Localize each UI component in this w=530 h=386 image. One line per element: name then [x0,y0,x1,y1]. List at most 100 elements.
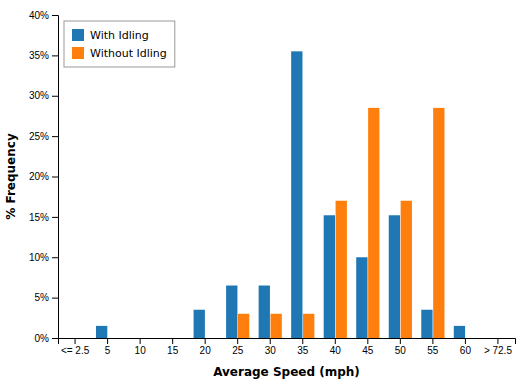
x-tick-mark [75,338,76,344]
bar [96,326,107,338]
y-tick-mark [52,55,58,56]
x-tick-label: 25 [232,345,244,356]
bar [194,310,205,338]
y-tick-mark [52,257,58,258]
bar [226,286,237,338]
x-axis-line [59,339,516,345]
x-tick-mark [107,338,108,344]
y-tick: 25% [29,131,58,142]
bar [205,338,216,339]
bar [303,314,314,338]
bar [356,257,367,338]
bar [324,215,335,338]
x-tick: 45 [362,338,374,356]
x-tick: 40 [330,338,342,356]
plot: <= 2.551015202530354045505560> 72.50%5%1… [29,10,516,356]
x-tick-label: 15 [167,345,179,356]
y-tick: 35% [29,50,58,61]
y-tick-label: 20% [29,171,49,182]
y-tick-label: 40% [29,10,49,21]
x-tick: 5 [105,338,111,356]
x-tick: 30 [265,338,277,356]
x-tick-label: <= 2.5 [61,345,90,356]
y-tick: 10% [29,252,58,263]
bar [389,215,400,338]
y-tick-mark [52,96,58,97]
x-tick: 60 [460,338,472,356]
x-tick: 25 [232,338,244,356]
bar [401,201,412,338]
x-tick-label: 60 [460,345,472,356]
x-tick: 20 [200,338,212,356]
legend-frame [64,21,175,67]
bar [161,338,172,339]
bar [108,338,119,339]
bar-series [96,51,465,338]
x-tick-mark [432,338,433,344]
bar [129,338,140,339]
bar [291,51,302,338]
bar [173,338,184,339]
legend-label: Without Idling [90,47,167,60]
legend-item: With Idling [72,29,149,42]
y-tick: 0% [35,333,58,344]
x-tick-label: 5 [105,345,111,356]
y-tick-mark [52,15,58,16]
y-tick-label: 5% [35,292,50,303]
bar-series [238,108,444,338]
y-tick-label: 30% [29,90,49,101]
x-tick-mark [400,338,401,344]
bar [259,286,270,338]
x-tick-mark [205,338,206,344]
x-tick-label: > 72.5 [484,345,513,356]
bar [486,338,497,339]
y-axis-line [52,16,59,339]
x-tick: 55 [427,338,439,356]
y-tick-label: 15% [29,212,49,223]
bar [466,338,477,339]
legend-item: Without Idling [72,47,167,60]
x-tick: 50 [395,338,407,356]
x-axis-title: Average Speed (mph) [213,365,360,379]
x-tick-mark [270,338,271,344]
legend: With Idling Without Idling [64,21,175,67]
legend-swatch [72,29,84,41]
x-tick: 35 [297,338,309,356]
bar [421,310,432,338]
bar [454,326,465,338]
x-tick: 15 [167,338,179,356]
x-tick-label: 30 [265,345,277,356]
legend-swatch [72,47,84,59]
y-tick: 30% [29,90,58,101]
x-tick-mark [497,338,498,344]
y-tick-label: 0% [35,333,50,344]
bar [75,338,86,339]
y-tick-mark [52,177,58,178]
legend-label: With Idling [90,29,149,42]
x-tick-label: 55 [427,345,439,356]
x-tick-mark [140,338,141,344]
y-tick: 5% [35,292,58,303]
y-tick-mark [52,298,58,299]
bars [96,51,465,338]
x-tick: > 72.5 [484,338,513,356]
bar [271,314,282,338]
y-axis: 0% 5% 10% 15% 20% 25% 30% 35% 40% [29,10,59,344]
y-axis-title: % Frequency [4,133,18,220]
x-tick-mark [172,338,173,344]
x-tick-mark [335,338,336,344]
y-tick-label: 25% [29,131,49,142]
chart: <= 2.551015202530354045505560> 72.50%5%1… [0,0,530,386]
x-tick: <= 2.5 [61,338,90,356]
y-tick-mark [52,136,58,137]
y-tick: 20% [29,171,58,182]
x-tick-label: 20 [200,345,212,356]
x-tick-label: 50 [395,345,407,356]
x-tick-mark [302,338,303,344]
bar [498,338,509,339]
bar [368,108,379,338]
x-tick-mark [465,338,466,344]
x-axis: <= 2.551015202530354045505560> 72.5 [59,338,516,356]
bar [63,338,74,339]
x-tick-label: 35 [297,345,309,356]
